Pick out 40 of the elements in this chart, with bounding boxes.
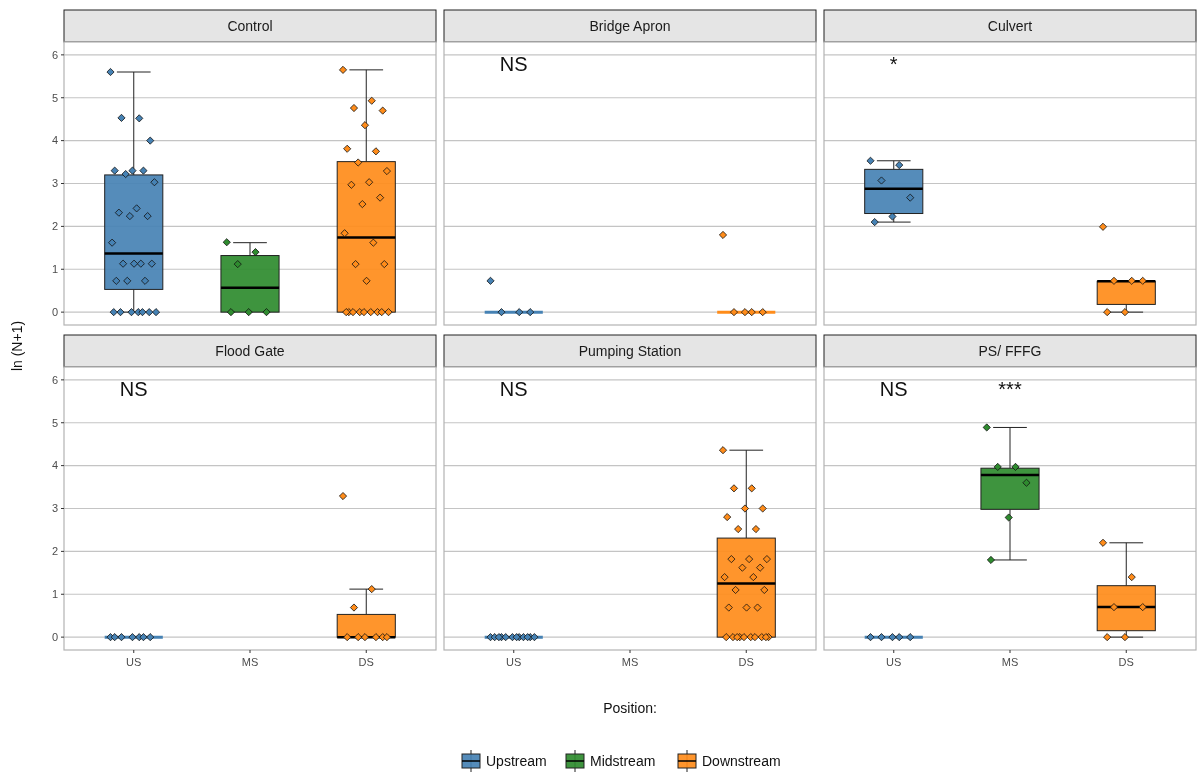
annotation: NS [499,53,528,75]
annotation: *** [998,378,1022,400]
x-tick-label: MS [241,656,259,668]
y-tick-label: 5 [51,91,58,104]
chart-title: Pumping Station [578,342,682,359]
y-tick-label: 6 [51,373,58,386]
annotation: NS [879,378,908,400]
y-tick-label: 2 [51,220,58,233]
x-tick-label: US [506,656,522,668]
annotation: NS [499,378,528,400]
y-tick-label: 0 [51,630,58,643]
y-tick-label: 1 [51,588,58,601]
x-tick-label: DS [738,656,754,668]
chart-title: Bridge Apron [589,17,671,34]
y-tick-label: 1 [51,263,58,276]
x-tick-label: DS [1118,656,1134,668]
y-tick-label: 3 [51,502,58,515]
legend-label: Downstream [702,752,781,769]
x-axis-title: Position: [603,700,657,716]
legend-label: Midstream [590,752,656,769]
annotation: * [889,53,898,75]
x-tick-label: MS [621,656,639,668]
y-tick-label: 0 [51,305,58,318]
x-tick-label: US [886,656,902,668]
y-tick-label: 4 [51,134,58,147]
chart-title: PS/ FFFG [978,342,1042,359]
chart-title: Culvert [987,17,1033,34]
y-axis-title: ln (N+1) [9,320,25,372]
x-tick-label: DS [358,656,374,668]
x-tick-label: US [126,656,142,668]
annotation: NS [119,378,148,400]
legend-label: Upstream [486,752,547,769]
y-tick-label: 5 [51,416,58,429]
y-tick-label: 2 [51,545,58,558]
chart-title: Flood Gate [215,342,285,359]
y-tick-label: 6 [51,48,58,61]
chart-title: Control [227,17,273,34]
y-tick-label: 3 [51,177,58,190]
x-tick-label: MS [1001,656,1019,668]
y-tick-label: 4 [51,459,58,472]
